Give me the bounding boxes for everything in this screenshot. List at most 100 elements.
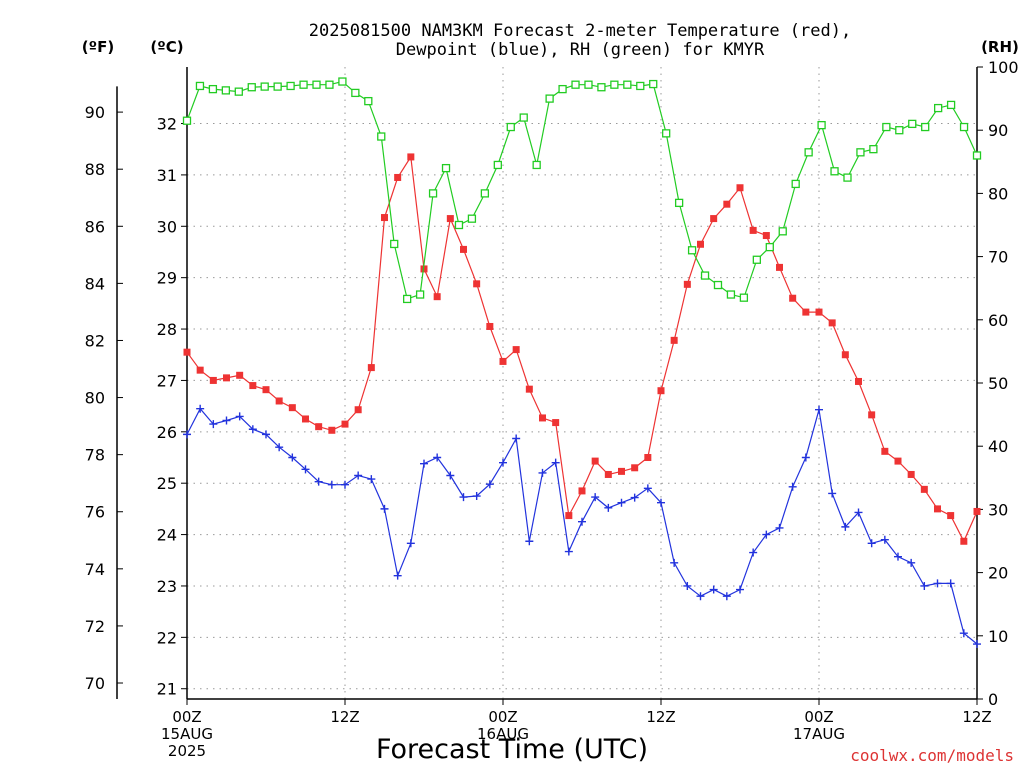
x-tick-label-0-2: 15AUG xyxy=(161,725,213,743)
rh-point-35 xyxy=(636,81,645,91)
dewpoint-point-58 xyxy=(946,579,955,588)
dewpoint-point-22 xyxy=(472,492,481,501)
dewpoint-point-1 xyxy=(196,404,205,413)
rh-point-32 xyxy=(597,83,606,92)
rh-point-50 xyxy=(830,167,839,176)
dewpoint-point-59 xyxy=(959,629,968,638)
temperature-point-48 xyxy=(815,308,823,316)
tick-label-rh-0: 0 xyxy=(988,690,998,709)
temperature-point-3 xyxy=(223,374,230,382)
rh-point-2 xyxy=(208,84,218,94)
series-rh xyxy=(182,77,982,304)
temperature-point-55 xyxy=(907,470,915,478)
rh-point-19 xyxy=(428,189,438,198)
dewpoint-point-28 xyxy=(551,458,560,467)
dewpoint-point-48 xyxy=(815,405,823,414)
rh-point-26 xyxy=(519,113,528,122)
tick-label-c-21: 21 xyxy=(157,680,177,699)
tick-label-c-23: 23 xyxy=(157,577,177,596)
rh-point-60 xyxy=(959,122,969,132)
temperature-point-60 xyxy=(973,507,981,515)
tick-label-c-29: 29 xyxy=(157,269,177,288)
rh-point-61 xyxy=(972,151,982,160)
unit-celsius-label: (ºC) xyxy=(150,38,183,56)
x-tick-label-12-1: 12Z xyxy=(330,708,359,726)
dewpoint-point-29 xyxy=(564,547,573,556)
dewpoint-point-33 xyxy=(617,498,626,507)
dewpoint-point-53 xyxy=(880,535,889,544)
rh-point-16 xyxy=(390,239,399,249)
dewpoint-point-36 xyxy=(657,498,665,507)
rh-point-45 xyxy=(765,242,774,252)
temperature-point-51 xyxy=(855,377,862,385)
temperature-point-28 xyxy=(552,419,560,427)
rh-point-29 xyxy=(558,84,567,94)
dewpoint-point-23 xyxy=(485,480,494,489)
series-temperature xyxy=(183,153,981,545)
rh-point-0 xyxy=(182,116,192,125)
temperature-point-14 xyxy=(367,364,375,372)
dewpoint-point-10 xyxy=(314,477,323,486)
dewpoint-point-44 xyxy=(762,530,771,539)
temperature-point-46 xyxy=(789,294,797,302)
temperature-point-26 xyxy=(525,385,533,393)
temperature-point-24 xyxy=(499,357,507,365)
tick-label-f-76: 76 xyxy=(85,503,105,522)
temperature-point-10 xyxy=(315,423,323,431)
temperature-point-23 xyxy=(486,322,494,330)
rh-point-23 xyxy=(480,189,490,198)
rh-point-17 xyxy=(403,294,412,304)
rh-point-12 xyxy=(338,77,347,86)
tick-label-rh-70: 70 xyxy=(988,248,1008,267)
dewpoint-point-11 xyxy=(327,480,336,489)
temperature-point-54 xyxy=(894,457,902,465)
watermark-text: coolwx.com/models xyxy=(850,746,1014,765)
grid-lines xyxy=(187,67,977,699)
temperature-point-53 xyxy=(881,447,889,455)
dewpoint-point-16 xyxy=(393,571,402,580)
chart-title-line1: 2025081500 NAM3KM Forecast 2-meter Tempe… xyxy=(309,21,851,41)
tick-label-rh-50: 50 xyxy=(988,374,1008,393)
temperature-point-36 xyxy=(657,387,665,395)
temperature-point-41 xyxy=(723,200,731,208)
dewpoint-point-55 xyxy=(907,558,916,567)
dewpoint-point-46 xyxy=(788,482,797,491)
tick-label-f-72: 72 xyxy=(85,617,105,636)
tick-label-f-84: 84 xyxy=(85,274,105,293)
tick-label-c-32: 32 xyxy=(157,115,177,134)
temperature-point-25 xyxy=(512,346,520,354)
temperature-point-34 xyxy=(631,464,639,472)
tick-label-f-82: 82 xyxy=(85,331,105,350)
tick-label-c-26: 26 xyxy=(157,423,177,442)
dewpoint-point-17 xyxy=(406,539,415,548)
temperature-point-2 xyxy=(209,376,217,384)
tick-label-rh-30: 30 xyxy=(988,500,1008,519)
temperature-point-40 xyxy=(710,215,718,223)
temperature-point-44 xyxy=(762,232,770,240)
temperature-point-33 xyxy=(618,467,625,475)
temperature-point-39 xyxy=(697,240,704,248)
dewpoint-point-15 xyxy=(380,504,389,513)
rh-point-53 xyxy=(869,145,878,154)
dewpoint-point-41 xyxy=(722,592,731,601)
x-tick-label-48-1: 00Z xyxy=(804,708,833,726)
chart-title-line2: Dewpoint (blue), RH (green) for KMYR xyxy=(396,40,765,60)
dewpoint-point-51 xyxy=(854,508,863,517)
rh-point-46 xyxy=(778,227,787,236)
temperature-point-0 xyxy=(183,348,191,356)
dewpoint-point-27 xyxy=(538,468,547,477)
rh-point-28 xyxy=(545,94,554,103)
rh-point-49 xyxy=(817,120,826,130)
dewpoint-point-38 xyxy=(683,581,692,590)
temperature-point-9 xyxy=(302,415,309,423)
rh-point-39 xyxy=(687,246,697,255)
temperature-point-57 xyxy=(934,505,941,513)
temperature-point-18 xyxy=(420,265,428,273)
tick-label-rh-10: 10 xyxy=(988,627,1008,646)
temperature-point-32 xyxy=(604,470,612,478)
rh-point-24 xyxy=(493,160,502,170)
tick-label-f-86: 86 xyxy=(85,217,105,236)
data-series xyxy=(182,77,982,649)
tick-label-f-90: 90 xyxy=(85,103,105,122)
